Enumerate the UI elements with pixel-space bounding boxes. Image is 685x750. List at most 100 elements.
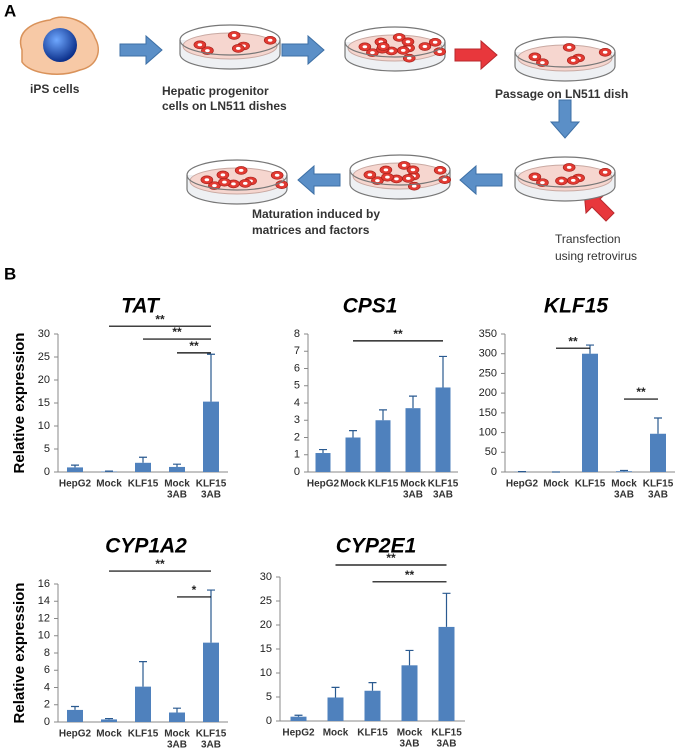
error-bar bbox=[71, 464, 79, 468]
dish-rim bbox=[179, 24, 281, 56]
maturation-label: Maturation induced by bbox=[252, 207, 380, 221]
chart-title: CYP1A2 bbox=[105, 535, 187, 558]
x-tick-label: 3AB bbox=[436, 739, 456, 750]
bar bbox=[405, 408, 421, 472]
cell-nucleus bbox=[380, 44, 386, 48]
x-tick-label: 3AB bbox=[433, 490, 453, 501]
dish-rim bbox=[514, 36, 616, 68]
bar bbox=[315, 453, 331, 472]
error-bar bbox=[139, 456, 147, 463]
bar bbox=[203, 642, 219, 722]
x-tick-label: 3AB bbox=[403, 490, 423, 501]
x-tick-label: KLF15 bbox=[196, 729, 227, 740]
x-tick-label: Mock bbox=[164, 729, 190, 740]
x-tick-label: Mock bbox=[543, 479, 569, 490]
bar bbox=[169, 712, 185, 722]
y-tick-label: 8 bbox=[44, 647, 50, 659]
transfection-label: Transfection bbox=[555, 232, 621, 246]
error-bar bbox=[71, 705, 79, 710]
cell-nucleus bbox=[385, 175, 390, 179]
passage-label: Passage on LN511 dish bbox=[495, 87, 628, 101]
error-bar bbox=[620, 469, 628, 472]
cell-nucleus bbox=[566, 165, 572, 169]
y-tick-label: 4 bbox=[44, 681, 50, 693]
chart-title: KLF15 bbox=[544, 295, 609, 318]
arrow bbox=[549, 99, 581, 139]
cell-nucleus bbox=[400, 48, 406, 52]
cell-nucleus bbox=[197, 43, 203, 47]
bar bbox=[345, 437, 361, 472]
y-tick-label: 5 bbox=[294, 380, 300, 392]
arrow bbox=[297, 164, 341, 196]
y-tick-label: 3 bbox=[294, 414, 300, 426]
cell-nucleus bbox=[389, 49, 394, 53]
significance-label: ** bbox=[155, 312, 165, 326]
y-tick-label: 300 bbox=[479, 348, 497, 360]
cell-nucleus bbox=[370, 51, 375, 55]
bar bbox=[435, 387, 451, 472]
error-bar bbox=[105, 717, 113, 720]
bar bbox=[67, 467, 83, 472]
dish-rim bbox=[186, 159, 288, 191]
panel-label: B bbox=[4, 264, 16, 283]
cell-nucleus bbox=[422, 45, 428, 49]
error-bar bbox=[409, 395, 417, 409]
significance-label: ** bbox=[189, 339, 199, 353]
cell-nucleus bbox=[559, 179, 564, 183]
significance-label: ** bbox=[155, 557, 165, 571]
y-tick-label: 4 bbox=[294, 397, 300, 409]
arrow bbox=[119, 34, 163, 66]
cell-nucleus bbox=[602, 50, 608, 54]
y-tick-label: 0 bbox=[44, 466, 50, 478]
significance-label: * bbox=[192, 583, 197, 597]
bar bbox=[650, 433, 666, 472]
x-tick-label: KLF15 bbox=[368, 479, 399, 490]
cell-nucleus bbox=[405, 176, 411, 180]
y-tick-label: 0 bbox=[266, 715, 272, 727]
y-tick-label: 7 bbox=[294, 345, 300, 357]
error-bar bbox=[368, 682, 377, 691]
bar bbox=[67, 709, 83, 722]
bar bbox=[203, 401, 219, 472]
dish bbox=[179, 24, 281, 70]
dish bbox=[186, 159, 289, 205]
x-tick-label: 3AB bbox=[614, 490, 634, 501]
y-tick-label: 50 bbox=[485, 446, 497, 458]
cell-nucleus bbox=[532, 175, 538, 179]
y-axis-label: Relative expression bbox=[11, 333, 28, 474]
y-tick-label: 12 bbox=[38, 612, 50, 624]
x-tick-label: KLF15 bbox=[431, 728, 462, 739]
y-tick-label: 5 bbox=[266, 691, 272, 703]
y-tick-label: 150 bbox=[479, 407, 497, 419]
arrow bbox=[459, 164, 503, 196]
y-tick-label: 0 bbox=[44, 716, 50, 728]
x-tick-label: 3AB bbox=[167, 740, 187, 750]
cell-nucleus bbox=[267, 38, 273, 42]
error-bar bbox=[405, 649, 414, 666]
cell-nucleus bbox=[401, 163, 407, 167]
x-tick-label: Mock bbox=[96, 479, 122, 490]
arrow bbox=[454, 39, 498, 71]
bar bbox=[582, 353, 598, 472]
cell-nucleus bbox=[411, 184, 417, 188]
error-bar bbox=[442, 592, 451, 627]
y-tick-label: 20 bbox=[38, 374, 50, 386]
panel-a: A iPS cells Hepatic progenitor cells on … bbox=[4, 1, 637, 283]
dish-rim bbox=[514, 156, 616, 188]
y-tick-label: 0 bbox=[294, 466, 300, 478]
y-tick-label: 6 bbox=[44, 664, 50, 676]
error-bar bbox=[207, 589, 215, 643]
y-tick-label: 350 bbox=[479, 328, 497, 340]
bar bbox=[101, 719, 117, 722]
cell-nucleus bbox=[570, 178, 576, 182]
cell-nucleus bbox=[235, 46, 241, 50]
y-tick-label: 15 bbox=[38, 397, 50, 409]
bar bbox=[327, 697, 344, 721]
x-tick-label: KLF15 bbox=[575, 479, 606, 490]
cell-nucleus bbox=[540, 61, 545, 65]
y-tick-label: 0 bbox=[491, 466, 497, 478]
error-bar bbox=[139, 661, 147, 687]
x-tick-label: KLF15 bbox=[428, 479, 459, 490]
x-tick-label: KLF15 bbox=[128, 729, 159, 740]
